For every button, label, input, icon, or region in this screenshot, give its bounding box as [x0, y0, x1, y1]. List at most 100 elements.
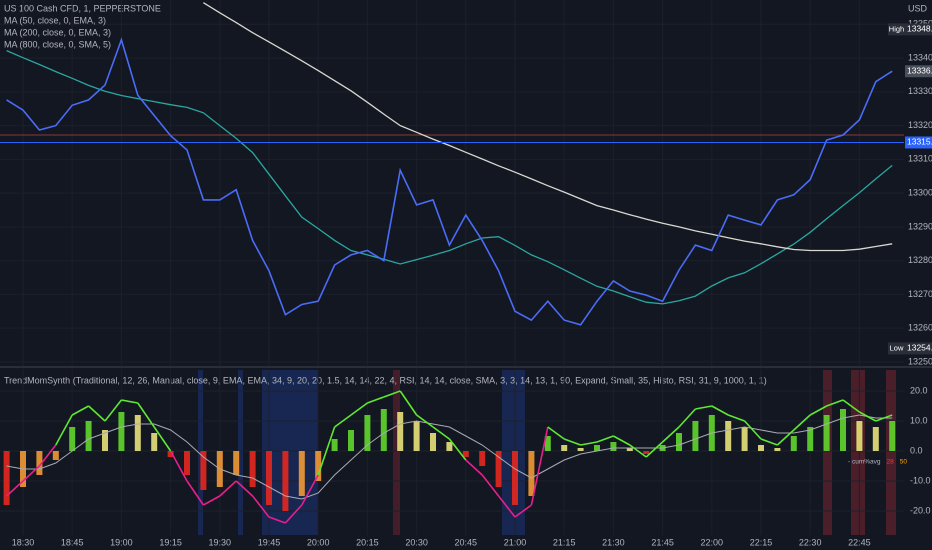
momentum-segment [251, 495, 270, 518]
price-marker-label: 13254.0 [907, 343, 932, 353]
momentum-segment [596, 435, 614, 443]
momentum-segment [6, 480, 24, 497]
histogram-bar [266, 451, 272, 505]
legend-entry: MA (200, close, 0, EMA, 3) [4, 27, 111, 37]
histogram-bar [118, 412, 125, 451]
histogram-bar [446, 442, 453, 451]
momentum-segment [514, 504, 532, 518]
annotation: 28 [887, 459, 895, 466]
momentum-segment [481, 474, 500, 497]
histogram-bar [348, 430, 354, 451]
x-tick-label: 21:45 [651, 537, 674, 547]
momentum-segment [875, 414, 893, 422]
momentum-segment [563, 438, 581, 446]
histogram-bar [430, 433, 436, 451]
currency: USD [908, 3, 928, 13]
x-tick-label: 20:00 [307, 537, 330, 547]
histogram-bar [167, 451, 174, 457]
histogram-bar [840, 409, 846, 451]
histogram-bar [233, 451, 240, 475]
histogram-bar [413, 421, 420, 451]
histogram-bar [725, 421, 732, 451]
momentum-segment [842, 399, 860, 413]
y-tick-label: 13290.0 [908, 221, 932, 231]
histogram-bar [249, 451, 256, 487]
y-tick-label: 20.0 [910, 385, 928, 395]
x-tick-label: 20:45 [455, 537, 478, 547]
histogram-bar [512, 451, 518, 505]
momentum-segment [465, 459, 483, 476]
x-tick-label: 19:30 [209, 537, 232, 547]
histogram-bar [823, 415, 830, 451]
momentum-segment [121, 399, 138, 404]
signal-line [6, 414, 893, 500]
price-marker-box [905, 342, 932, 355]
momentum-segment [859, 411, 877, 422]
histogram-bar [102, 430, 108, 451]
y-tick-label: 13260.0 [908, 323, 932, 333]
histogram-bar [889, 421, 896, 451]
momentum-segment [530, 426, 549, 506]
histogram-bar [758, 445, 764, 451]
momentum-segment [629, 444, 647, 458]
momentum-segment [71, 405, 89, 416]
price-marker-label: 13348.5 [907, 24, 932, 34]
price-marker-label: 13336.1 [907, 65, 932, 75]
x-tick-label: 22:15 [750, 537, 773, 547]
x-tick-label: 19:15 [159, 537, 182, 547]
x-tick-label: 22:00 [701, 537, 724, 547]
momentum-segment [809, 405, 827, 416]
histogram-bar [69, 427, 76, 451]
momentum-segment [268, 516, 286, 524]
momentum-segment [793, 414, 811, 431]
momentum-segment [416, 414, 434, 428]
x-tick-label: 20:15 [356, 537, 379, 547]
x-tick-label: 20:30 [405, 537, 428, 547]
x-tick-label: 19:45 [258, 537, 281, 547]
histogram-bar [807, 427, 814, 451]
momentum-segment [104, 399, 123, 422]
y-tick-label: 13310.0 [908, 154, 932, 164]
histogram-bar [36, 451, 43, 475]
histogram-bar [790, 436, 797, 451]
momentum-segment [645, 441, 664, 458]
legend-entry: MA (50, close, 0, EMA, 3) [4, 15, 106, 25]
x-tick-label: 21:00 [504, 537, 527, 547]
momentum-segment [169, 450, 188, 482]
momentum-segment [547, 426, 565, 440]
histogram-bar [594, 445, 600, 451]
momentum-segment [137, 402, 155, 428]
histogram-bar [774, 448, 781, 451]
x-tick-label: 22:45 [848, 537, 871, 547]
symbol-title: US 100 Cash CFD, 1, PEPPERSTONE [4, 3, 161, 13]
band [393, 370, 400, 535]
histogram-bar [643, 451, 650, 454]
x-tick-label: 22:30 [799, 537, 822, 547]
price-marker-tag-label: Low [890, 343, 904, 352]
x-tick-label: 18:30 [12, 537, 35, 547]
price-marker-tag [888, 23, 905, 36]
band [238, 370, 243, 535]
histogram-bar [479, 451, 486, 466]
momentum-segment [662, 426, 680, 443]
momentum-segment [711, 405, 729, 416]
momentum-segment [88, 405, 106, 422]
histogram-bar [397, 412, 404, 451]
histogram-bar [741, 427, 748, 451]
indicator-title: TrendMomSynth (Traditional, 12, 26, Manu… [4, 375, 767, 385]
momentum-segment [334, 414, 352, 428]
histogram-bar [544, 436, 551, 451]
histogram-bar [610, 442, 617, 451]
x-tick-label: 18:45 [61, 537, 84, 547]
momentum-segment [826, 399, 844, 407]
momentum-segment [153, 426, 172, 452]
momentum-segment [383, 390, 401, 398]
histogram-bar [282, 451, 289, 511]
histogram-bar [528, 451, 535, 496]
momentum-segment [301, 474, 319, 506]
histogram-bar [3, 451, 10, 505]
y-tick-label: 0.0 [910, 445, 923, 455]
band [886, 370, 896, 535]
x-tick-label: 21:15 [553, 537, 576, 547]
